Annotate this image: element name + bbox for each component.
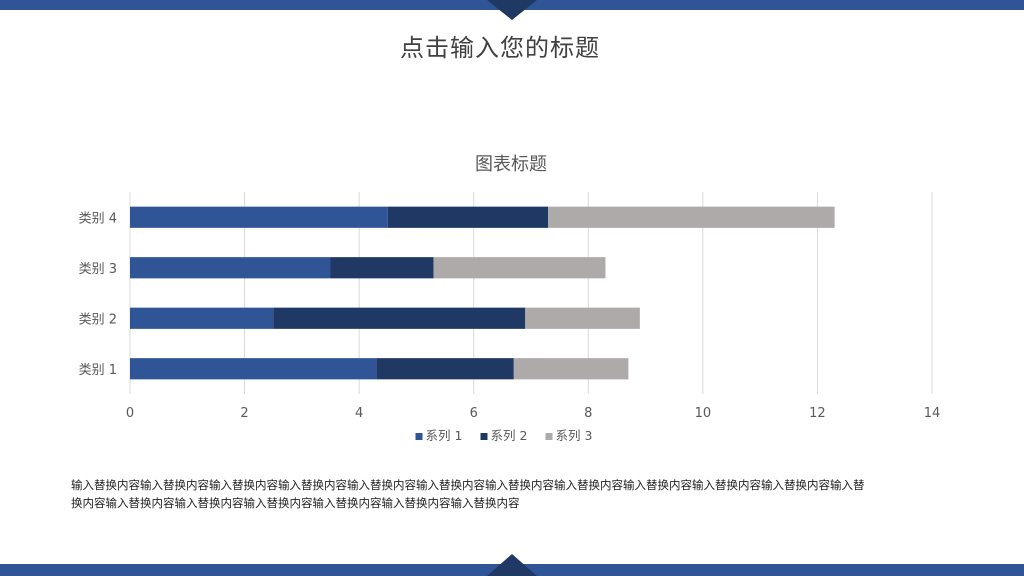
x-tick-label: 12	[809, 406, 826, 421]
bar-segment[interactable]	[130, 307, 274, 329]
top-notch-decoration	[487, 0, 537, 20]
bar-segment[interactable]	[130, 257, 331, 279]
x-tick-label: 2	[240, 406, 248, 421]
chart-legend: 系列 1 系列 2 系列 3	[415, 428, 593, 443]
category-label: 类别 2	[79, 312, 117, 327]
bar-segment[interactable]	[387, 206, 549, 228]
bottom-notch-decoration	[487, 554, 537, 576]
bar-segment[interactable]	[525, 307, 640, 329]
legend-swatch	[545, 433, 553, 440]
x-tick-label: 8	[584, 406, 592, 421]
bar-segment[interactable]	[130, 206, 388, 228]
chart-category-labels: 类别 1 类别 2 类别 3 类别 4	[79, 211, 117, 378]
x-tick-label: 14	[924, 406, 941, 421]
legend-swatch	[480, 433, 488, 440]
bar-segment[interactable]	[273, 307, 526, 329]
body-text[interactable]: 输入替换内容输入替换内容输入替换内容输入替换内容输入替换内容输入替换内容输入替换…	[71, 478, 865, 510]
x-tick-label: 0	[126, 406, 134, 421]
category-label: 类别 4	[79, 211, 117, 226]
bar-segment[interactable]	[376, 358, 514, 380]
legend-swatch	[415, 433, 423, 440]
bar-segment[interactable]	[433, 257, 606, 279]
legend-label[interactable]: 系列 3	[556, 428, 593, 443]
x-tick-label: 4	[355, 406, 363, 421]
legend-label[interactable]: 系列 1	[426, 428, 463, 443]
chart-x-tick-labels: 0 2 4 6 8 10 12 14	[126, 406, 940, 421]
bar-segment[interactable]	[548, 206, 835, 228]
bar-segment[interactable]	[130, 358, 377, 380]
category-label: 类别 1	[79, 363, 117, 378]
x-tick-label: 10	[695, 406, 712, 421]
chart-bars	[130, 206, 835, 380]
bar-segment[interactable]	[513, 358, 629, 380]
legend-label[interactable]: 系列 2	[491, 428, 528, 443]
category-label: 类别 3	[79, 262, 117, 277]
chart-title[interactable]: 图表标题	[475, 154, 547, 175]
x-tick-label: 6	[470, 406, 478, 421]
bar-segment[interactable]	[330, 257, 434, 279]
page-title[interactable]: 点击输入您的标题	[400, 34, 600, 62]
